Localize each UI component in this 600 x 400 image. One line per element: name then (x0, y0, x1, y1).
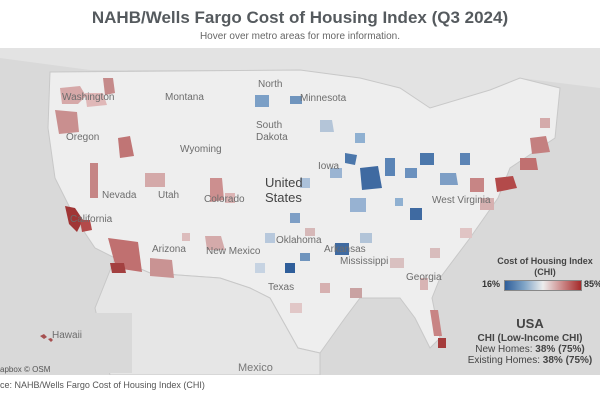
existing-homes-label: Existing Homes: (467, 355, 540, 366)
map-label-west-virginia: West Virginia (432, 195, 491, 206)
new-homes-value: 38% (75%) (535, 344, 585, 355)
map-svg[interactable] (0, 48, 600, 375)
map-label-montana: Montana (165, 92, 204, 103)
summary-new-homes: New Homes: 38% (75%) (460, 344, 600, 355)
map-label-states: States (265, 190, 302, 205)
summary-existing-homes: Existing Homes: 38% (75%) (460, 355, 600, 366)
new-homes-label: New Homes: (475, 344, 533, 355)
map-label-north-dakota: North (258, 79, 283, 90)
metro-areas[interactable] (55, 78, 550, 348)
map-label-iowa: Iowa (318, 161, 340, 172)
map-label-wyoming: Wyoming (180, 144, 222, 155)
map-label-mexico: Mexico (238, 362, 273, 374)
page-subtitle: Hover over metro areas for more informat… (199, 31, 401, 42)
legend-color-ramp (504, 280, 582, 291)
map-label-nevada: Nevada (102, 190, 137, 201)
map-label-washington: Washington (62, 92, 115, 103)
map-label-oregon: Oregon (66, 132, 100, 143)
map-label-utah: Utah (158, 190, 180, 201)
map-label-minnesota: Minnesota (300, 93, 347, 104)
map-attribution[interactable]: apbox © OSM (0, 365, 51, 374)
summary-region: USA (516, 316, 544, 331)
map-label-arizona: Arizona (152, 244, 186, 255)
summary-panel: USA CHI (Low-Income CHI) New Homes: 38% … (460, 316, 600, 366)
map-label-hawaii: Hawaii (52, 330, 83, 341)
map-label-colorado: Colorado (204, 194, 245, 205)
legend-title: Cost of Housing Index (CHI) (490, 256, 600, 278)
page-title: NAHB/Wells Fargo Cost of Housing Index (… (91, 8, 509, 27)
canada-region (0, 48, 600, 108)
map-label-south: South (256, 120, 283, 131)
existing-homes-value: 38% (75%) (542, 355, 593, 366)
hawaii-metro[interactable] (40, 334, 53, 342)
source-note: ce: NAHB/Wells Fargo Cost of Housing Ind… (0, 380, 205, 390)
map-label-mississippi: Mississippi (340, 256, 389, 267)
map-label-texas: Texas (268, 282, 295, 293)
legend-title-line2: (CHI) (534, 267, 556, 277)
hawaii-inset (0, 313, 132, 373)
map-label-oklahoma: Oklahoma (276, 235, 322, 246)
map-label-california: California (70, 214, 113, 225)
map-canvas[interactable]: North Minnesota Montana South Dakota Wyo… (0, 48, 600, 375)
legend-max-label: 85% (584, 279, 600, 289)
map-label-new-mexico: New Mexico (206, 246, 261, 257)
summary-subtitle: CHI (Low-Income CHI) (477, 333, 583, 344)
map-label-dakota: Dakota (256, 132, 288, 143)
map-label-georgia: Georgia (406, 272, 442, 283)
map-label-united: United (265, 175, 303, 190)
legend-title-line1: Cost of Housing Index (497, 256, 593, 266)
map-label-arkansas: Arkansas (324, 244, 366, 255)
legend-min-label: 16% (482, 279, 501, 289)
